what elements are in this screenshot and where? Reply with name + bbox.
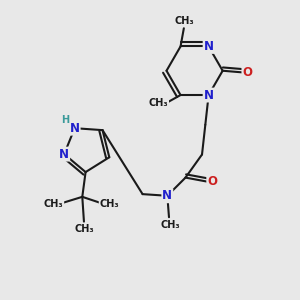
- Text: CH₃: CH₃: [44, 199, 63, 209]
- Text: CH₃: CH₃: [75, 224, 94, 234]
- Text: O: O: [207, 175, 217, 188]
- Text: O: O: [242, 66, 252, 79]
- Text: CH₃: CH₃: [161, 220, 181, 230]
- Text: N: N: [59, 148, 69, 160]
- Text: CH₃: CH₃: [148, 98, 168, 108]
- Text: H: H: [61, 115, 70, 125]
- Text: N: N: [204, 88, 214, 102]
- Text: N: N: [70, 122, 80, 135]
- Text: CH₃: CH₃: [100, 199, 119, 209]
- Text: N: N: [162, 189, 172, 202]
- Text: CH₃: CH₃: [175, 16, 194, 26]
- Text: N: N: [204, 40, 214, 53]
